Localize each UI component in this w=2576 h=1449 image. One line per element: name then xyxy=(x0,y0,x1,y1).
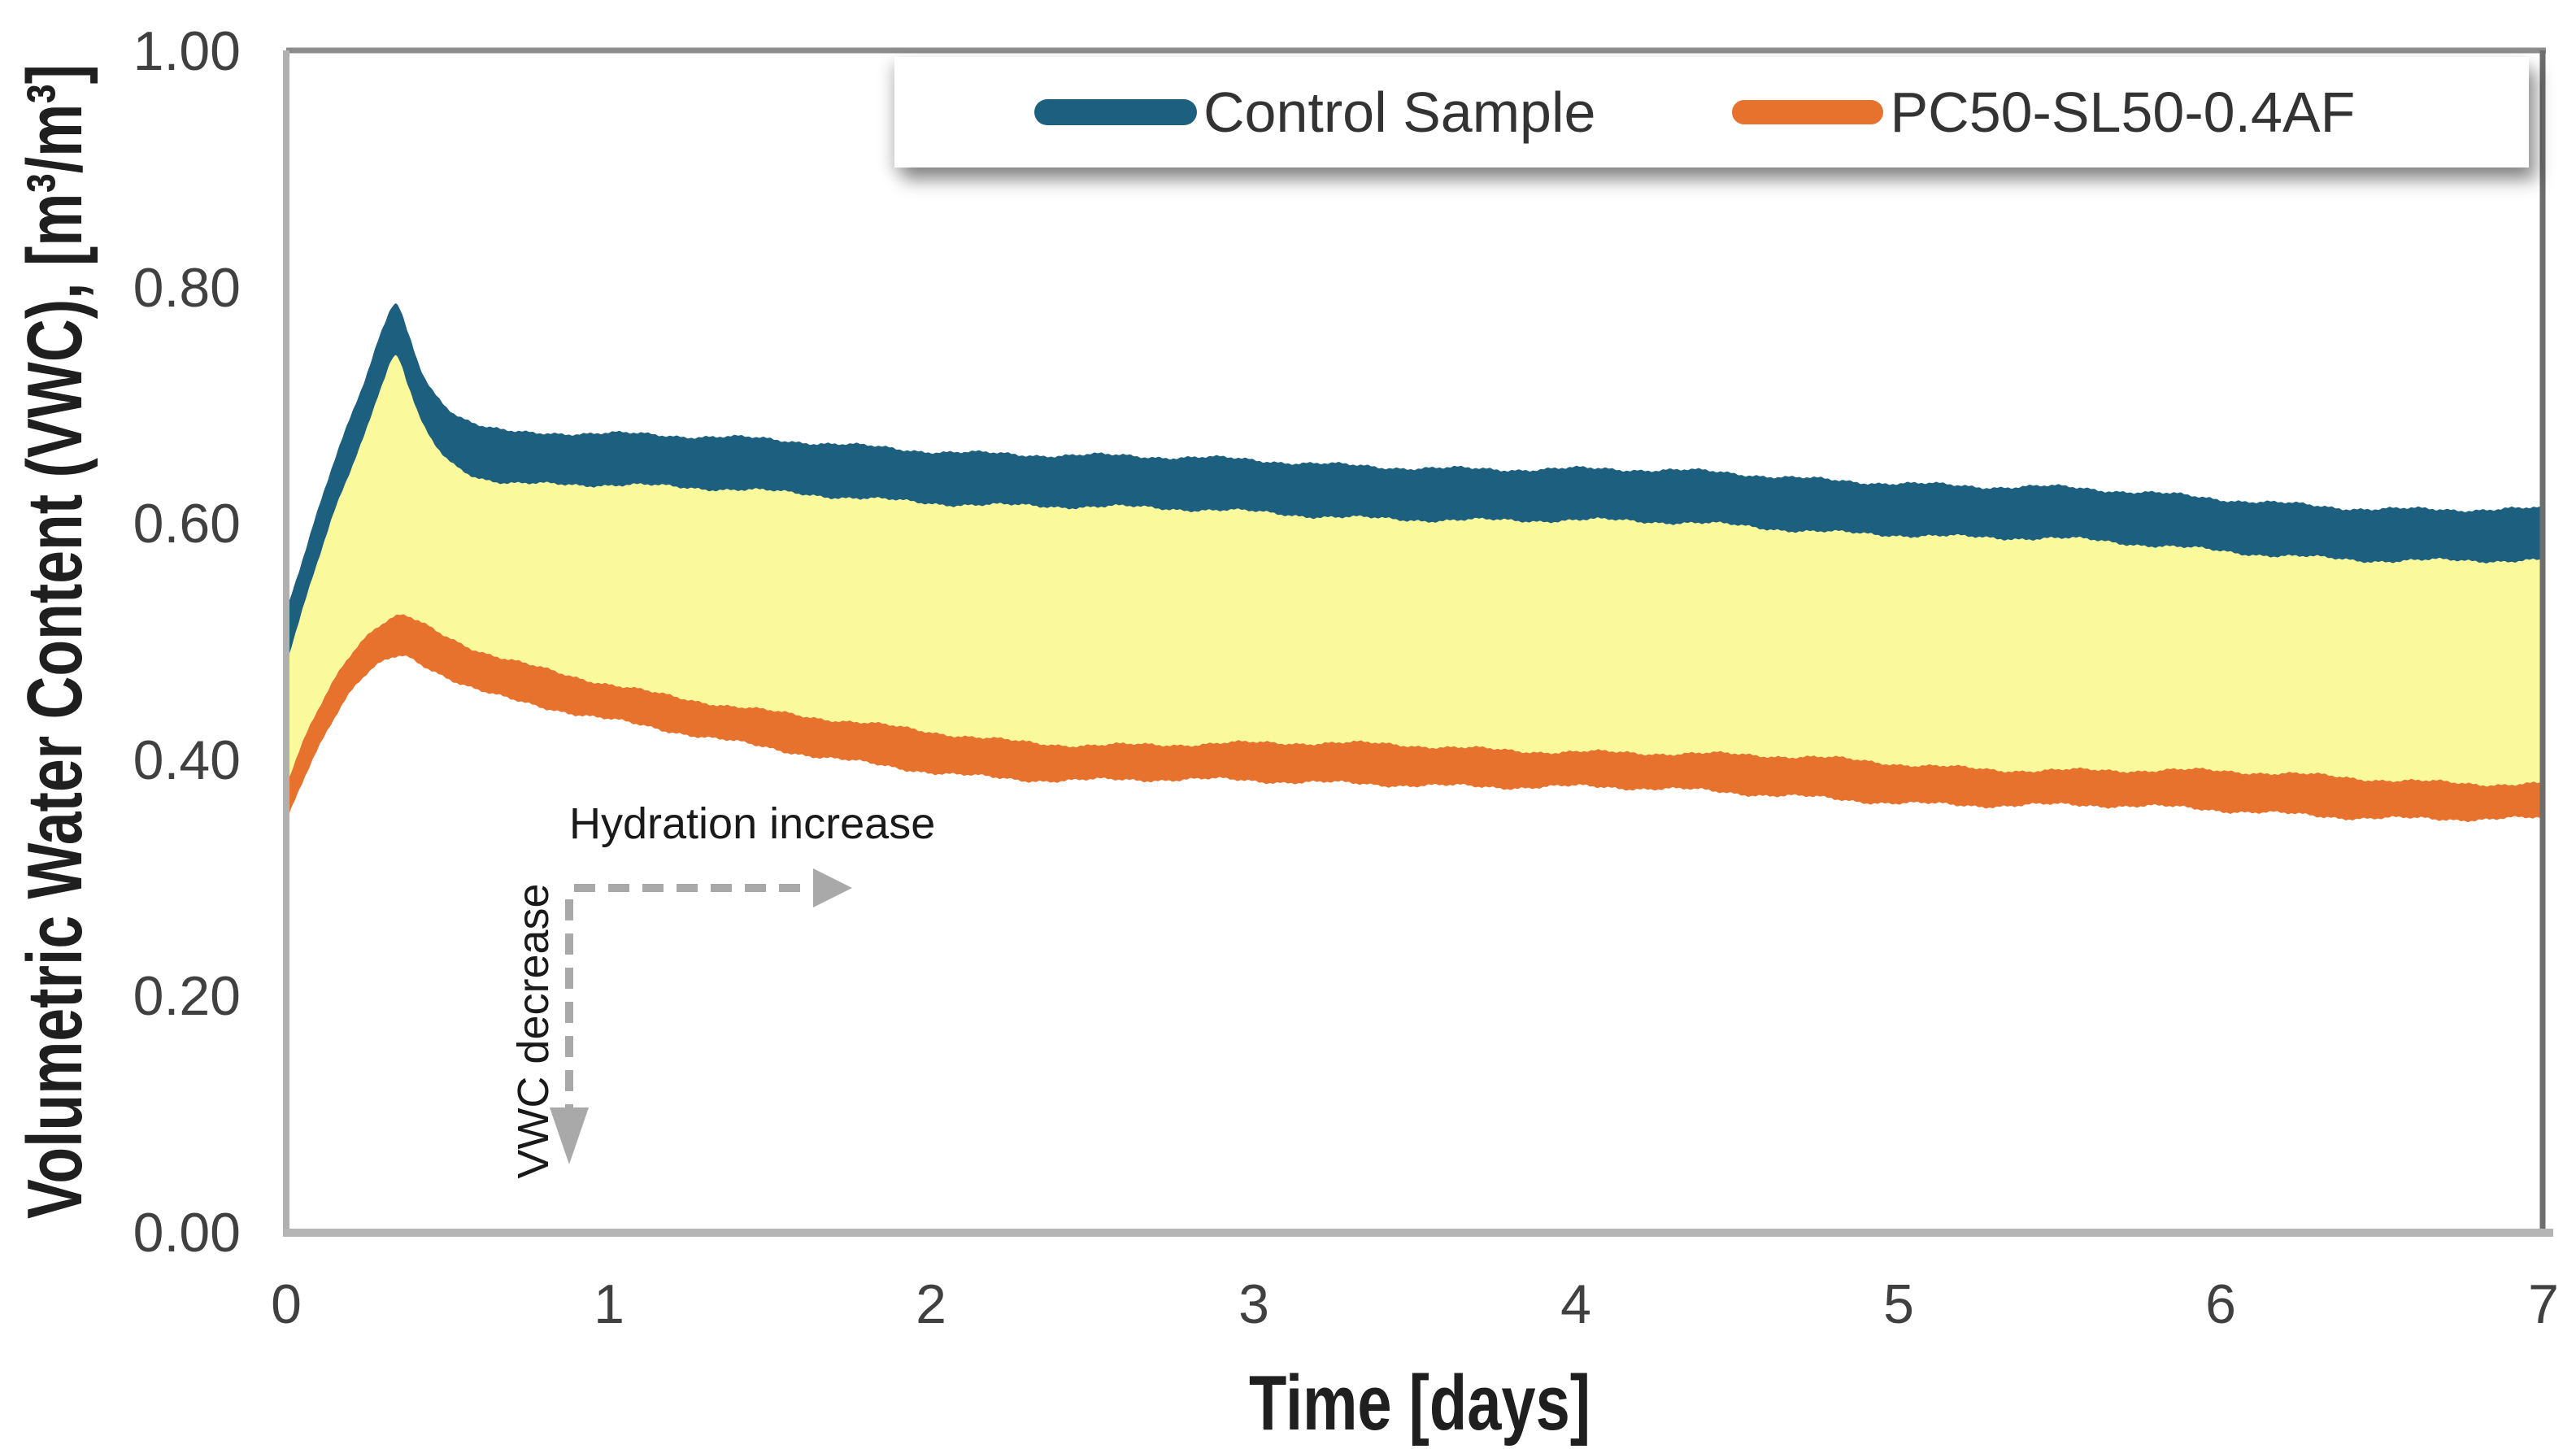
annotation-hydration-increase: Hydration increase xyxy=(569,799,936,848)
x-axis-title: Time [days] xyxy=(1249,1360,1590,1447)
legend: Control Sample PC50-SL50-0.4AF xyxy=(894,57,2529,168)
pc50-series xyxy=(286,614,2543,823)
y-tick-label: 1.00 xyxy=(133,20,241,82)
y-tick-label: 0.40 xyxy=(133,729,241,791)
x-tick-label: 6 xyxy=(2205,1273,2236,1335)
x-tick-label: 7 xyxy=(2528,1273,2559,1335)
legend-swatch-pc50 xyxy=(1732,100,1884,124)
x-tick-label: 0 xyxy=(271,1273,302,1335)
legend-label-control-sample: Control Sample xyxy=(1203,80,1596,144)
y-tick-label: 0.80 xyxy=(133,257,241,319)
control-sample-series xyxy=(286,302,2543,664)
hydration-increase-arrowhead-icon xyxy=(813,868,852,907)
x-tick-label: 4 xyxy=(1560,1273,1591,1335)
annotation-vwc-decrease: VWC decrease xyxy=(509,883,558,1179)
x-tick-label: 5 xyxy=(1883,1273,1914,1335)
y-tick-label: 0.20 xyxy=(133,965,241,1027)
x-tick-label: 1 xyxy=(594,1273,624,1335)
x-tick-label: 3 xyxy=(1238,1273,1269,1335)
x-tick-label: 2 xyxy=(916,1273,946,1335)
y-axis-title: Volumetric Water Content (VWC), [m³/m³] xyxy=(11,64,98,1219)
fill-between-region xyxy=(286,330,2543,809)
vwc-decrease-arrowhead-icon xyxy=(550,1107,589,1164)
legend-swatch-control-sample xyxy=(1034,99,1197,125)
legend-label-pc50: PC50-SL50-0.4AF xyxy=(1890,80,2356,144)
y-tick-label: 0.60 xyxy=(133,493,241,555)
y-tick-label: 0.00 xyxy=(133,1202,241,1264)
